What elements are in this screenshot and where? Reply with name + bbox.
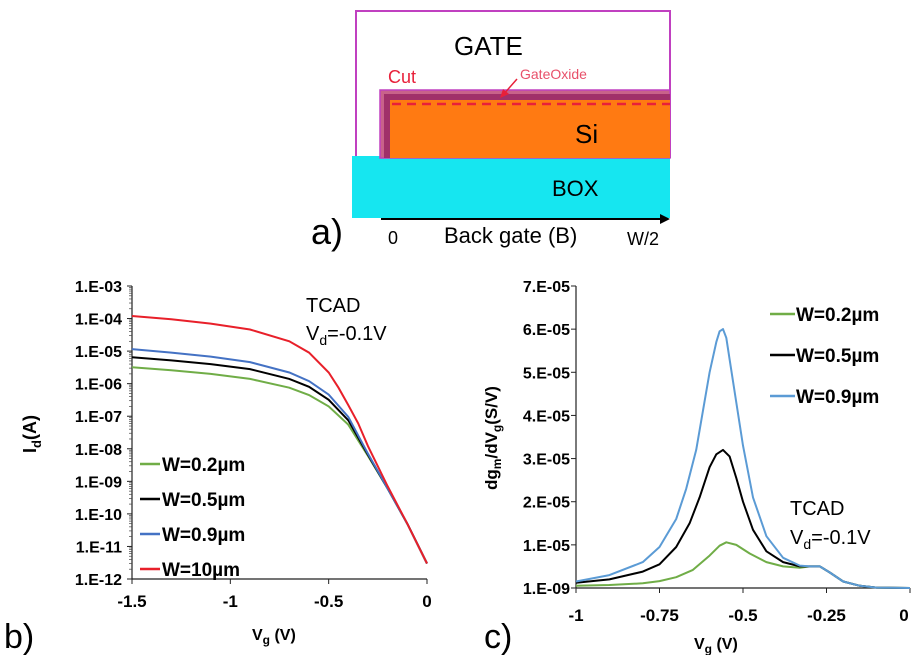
chart-b-x-tick-label: -0.5 — [314, 592, 343, 611]
chart-b-xlabel-sub: g — [263, 633, 270, 647]
panel-b-letter: b) — [4, 618, 34, 655]
chart-b-annotation-vd-sub: d — [319, 332, 327, 348]
chart-c-annotation-vd: V — [790, 527, 804, 549]
chart-c-xlabel-sub: g — [705, 642, 712, 655]
panel-a-diagram: GATE Cut GateOxide Si BOX 0 Back gate (B… — [311, 10, 671, 252]
chart-c-ylabel-sub: g — [490, 425, 504, 432]
chart-c-x-tick-label: -1 — [568, 606, 583, 625]
chart-b-annotation-vd: V — [306, 323, 320, 345]
chart-b-y-tick-label: 1.E-12 — [75, 572, 122, 589]
chart-c-legend-label: W=0.5µm — [796, 346, 879, 367]
chart-b: 1.E-03 1.E-04 1.E-05 1.E-06 1.E-07 1.E-08 1.E-… — [4, 279, 432, 655]
chart-b-axes: 1.E-03 1.E-04 1.E-05 1.E-06 1.E-07 1.E-08 1.E-… — [75, 279, 432, 611]
chart-c-y-tick-label: 2.E-05 — [523, 495, 570, 512]
chart-c-annotation-vd-value: =-0.1V — [811, 527, 871, 549]
chart-c-y-tick-label: 1.E-05 — [523, 538, 570, 555]
chart-c-xlabel: Vg (V) — [694, 636, 738, 655]
chart-b-series — [131, 315, 428, 564]
chart-b-x-tick-label: -1.5 — [117, 592, 146, 611]
chart-c-annotation-vd-sub: d — [803, 536, 811, 552]
chart-b-y-tick-label: 1.E-10 — [75, 507, 122, 524]
chart-b-legend-label: W=0.5µm — [162, 490, 245, 511]
chart-c-ylabel: dgm/dVg(S/V) — [482, 386, 504, 490]
chart-c-axes: 1.E-09 1.E-05 2.E-05 3.E-05 4.E-05 5.E-05 6.E-… — [523, 279, 911, 625]
chart-c-x-tick-label: -0.5 — [728, 606, 757, 625]
chart-c-ylabel-part: dg — [482, 469, 501, 490]
chart-b-y-tick-label: 1.E-09 — [75, 474, 122, 491]
chart-c-x-tick-label: 0 — [899, 606, 908, 625]
chart-c-series-line — [575, 541, 911, 589]
panel-c-letter: c) — [484, 618, 512, 655]
cut-label: Cut — [388, 67, 416, 87]
w2-label: W/2 — [627, 229, 659, 249]
chart-b-legend-label: W=10µm — [162, 560, 240, 581]
chart-b-y-tick-label: 1.E-07 — [75, 409, 122, 426]
gate-oxide-label: GateOxide — [520, 66, 587, 82]
chart-c-y-tick-label: 4.E-05 — [523, 408, 570, 425]
box-layer — [352, 156, 670, 218]
chart-b-legend: W=0.2µm W=0.5µm W=0.9µm W=10µm — [140, 455, 245, 581]
chart-c-xlabel-v: V — [694, 636, 705, 653]
chart-b-x-tick-label: -1 — [223, 592, 238, 611]
chart-c-ylabel-part: (S/V) — [482, 386, 501, 425]
back-gate-label: Back gate (B) — [444, 223, 577, 248]
chart-b-ylabel: Id(A) — [20, 415, 44, 453]
chart-c-y-tick-label: 6.E-05 — [523, 322, 570, 339]
chart-b-y-tick-label: 1.E-08 — [75, 442, 122, 459]
gate-oxide-arrowhead — [500, 89, 509, 98]
chart-c-series-line — [575, 328, 911, 589]
chart-c-y-tick-label: 3.E-05 — [523, 452, 570, 469]
x-zero-label: 0 — [388, 228, 398, 248]
chart-b-xlabel-unit: (V) — [270, 627, 296, 644]
chart-c-series-line — [575, 448, 911, 589]
chart-c-y-tick-label: 7.E-05 — [523, 279, 570, 296]
chart-c-x-tick-label: -0.75 — [640, 606, 679, 625]
chart-b-legend-label: W=0.9µm — [162, 525, 245, 546]
chart-b-ylabel-unit: (A) — [20, 415, 40, 440]
si-layer — [390, 100, 670, 158]
si-label: Si — [575, 119, 598, 149]
chart-c-legend-label: W=0.2µm — [796, 305, 879, 326]
box-label: BOX — [552, 176, 599, 201]
chart-b-x-tick-label: 0 — [422, 592, 431, 611]
chart-c-y-tick-label: 1.E-09 — [523, 581, 570, 598]
chart-c-ylabel-sub: m — [490, 459, 504, 470]
panel-a-letter: a) — [311, 211, 343, 252]
chart-b-series-line — [131, 315, 428, 564]
chart-c-series — [575, 328, 911, 589]
back-gate-arrowhead — [660, 214, 670, 224]
chart-b-y-tick-label: 1.E-05 — [75, 344, 122, 361]
chart-c-xlabel-unit: (V) — [712, 636, 738, 653]
gate-label: GATE — [454, 31, 523, 61]
chart-c-annotation-line2: Vd=-0.1V — [790, 527, 871, 552]
chart-c: 1.E-09 1.E-05 2.E-05 3.E-05 4.E-05 5.E-05 6.E-… — [482, 279, 911, 655]
chart-b-ylabel-sub: d — [29, 440, 44, 448]
chart-b-y-tick-label: 1.E-11 — [76, 539, 122, 556]
chart-c-ylabel-part: /dV — [482, 431, 501, 458]
chart-c-y-tick-label: 5.E-05 — [523, 365, 570, 382]
chart-b-annotation-vd-value: =-0.1V — [327, 323, 387, 345]
chart-b-y-tick-label: 1.E-06 — [75, 377, 122, 394]
chart-b-y-tick-label: 1.E-04 — [75, 312, 122, 329]
chart-b-annotation-line2: Vd=-0.1V — [306, 323, 387, 348]
chart-c-x-tick-label: -0.25 — [807, 606, 846, 625]
chart-c-legend-label: W=0.9µm — [796, 387, 879, 408]
chart-b-legend-label: W=0.2µm — [162, 455, 245, 476]
chart-c-annotation-line1: TCAD — [790, 498, 844, 520]
chart-b-annotation-line1: TCAD — [306, 295, 360, 317]
chart-b-y-tick-label: 1.E-03 — [75, 279, 122, 296]
chart-c-legend: W=0.2µm W=0.5µm W=0.9µm — [770, 305, 879, 408]
chart-b-xlabel: Vg (V) — [252, 627, 296, 647]
chart-b-xlabel-v: V — [252, 627, 263, 644]
chart-b-ylabel-i: I — [20, 448, 40, 453]
